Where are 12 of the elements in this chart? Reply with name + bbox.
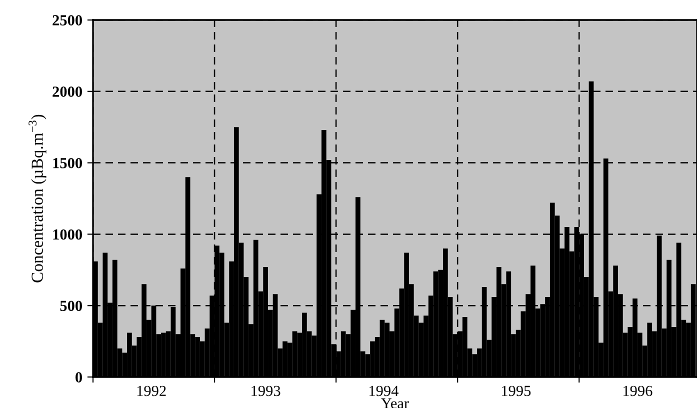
y-tick-label: 1500	[53, 158, 82, 168]
y-tick-label: 500	[60, 300, 82, 312]
y-tick-label: 0	[76, 372, 82, 382]
y-axis-title: Concentration (µBq.m$^{−3}$)	[28, 114, 46, 282]
x-tick-label: 1995	[502, 386, 531, 396]
x-tick-label: 1996	[624, 386, 652, 396]
y-tick-label: 2000	[52, 86, 82, 97]
x-tick-label: 1994	[370, 386, 398, 396]
x-tick-label: 1993	[252, 386, 280, 396]
y-tick-label: 2500	[52, 15, 82, 26]
y-tick-label: 1000	[53, 229, 82, 240]
x-tick-label: 1992	[137, 386, 166, 396]
